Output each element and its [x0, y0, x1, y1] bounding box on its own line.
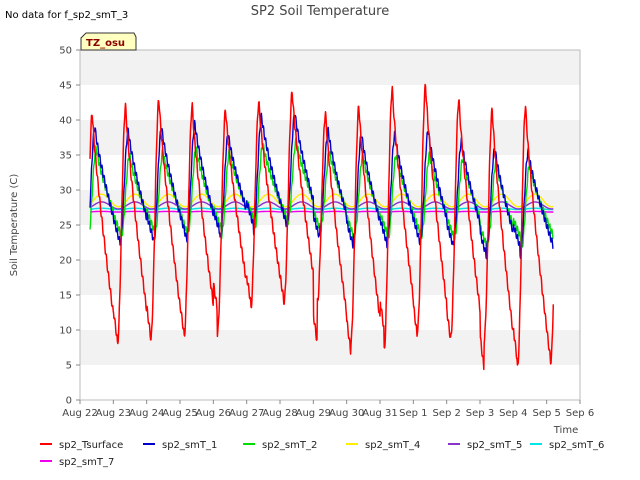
x-tick-label: Aug 24	[129, 408, 164, 419]
x-tick-label: Sep 4	[499, 408, 527, 419]
y-tick-label: 25	[59, 221, 72, 232]
grid-band	[80, 330, 580, 365]
y-tick-label: 50	[59, 46, 72, 57]
plot-background-bands	[80, 50, 580, 400]
legend-entry-label: sp2_smT_4	[365, 440, 420, 451]
grid-band	[80, 50, 580, 85]
x-tick-label: Aug 22	[62, 408, 97, 419]
legend-entry-label: sp2_smT_2	[262, 440, 317, 451]
x-tick-label: Aug 30	[329, 408, 364, 419]
grid-band	[80, 190, 580, 225]
no-data-note: No data for f_sp2_smT_3	[5, 10, 128, 21]
y-axis-ticks: 0 5 10 15 20 25 30 35 40 45 50	[59, 46, 80, 407]
x-tick-label: Sep 3	[466, 408, 494, 419]
grid-band	[80, 295, 580, 330]
legend-entry-label: sp2_Tsurface	[59, 440, 123, 451]
x-tick-label: Aug 31	[362, 408, 397, 419]
y-tick-label: 45	[59, 81, 72, 92]
legend-entry-label: sp2_smT_7	[59, 457, 114, 468]
grid-band	[80, 260, 580, 295]
series-lines	[89, 83, 555, 371]
x-tick-label: Aug 23	[96, 408, 131, 419]
grid-band	[80, 120, 580, 155]
legend-entry-label: sp2_smT_5	[467, 440, 522, 451]
y-tick-label: 20	[59, 256, 72, 267]
legend-entry-label: sp2_smT_6	[549, 440, 604, 451]
y-tick-label: 15	[59, 291, 72, 302]
x-tick-label: Aug 25	[162, 408, 197, 419]
grid-band	[80, 85, 580, 120]
x-tick-label: Sep 5	[532, 408, 560, 419]
timezone-badge: TZ_osu	[80, 32, 137, 51]
y-tick-label: 0	[66, 396, 72, 407]
x-tick-label: Aug 27	[229, 408, 264, 419]
y-tick-label: 5	[66, 361, 72, 372]
y-axis-title: Soil Temperature (C)	[9, 174, 20, 277]
timezone-label: TZ_osu	[86, 38, 125, 49]
x-tick-label: Aug 29	[296, 408, 331, 419]
y-tick-label: 30	[59, 186, 72, 197]
y-tick-label: 35	[59, 151, 72, 162]
y-tick-label: 10	[59, 326, 72, 337]
x-tick-label: Aug 26	[196, 408, 231, 419]
x-tick-label: Sep 2	[432, 408, 460, 419]
y-tick-label: 40	[59, 116, 72, 127]
series-line-sp2-Tsurface	[89, 83, 555, 371]
legend: sp2_Tsurface sp2_smT_1 sp2_smT_2 sp2_smT_4 s…	[40, 440, 604, 468]
x-tick-label: Aug 28	[262, 408, 297, 419]
grid-band	[80, 225, 580, 260]
grid-band	[80, 365, 580, 400]
x-tick-label: Sep 6	[566, 408, 594, 419]
x-tick-label: Sep 1	[399, 408, 427, 419]
legend-entry-label: sp2_smT_1	[162, 440, 217, 451]
chart-title: SP2 Soil Temperature	[251, 4, 389, 19]
x-axis-title: Time	[553, 425, 578, 436]
